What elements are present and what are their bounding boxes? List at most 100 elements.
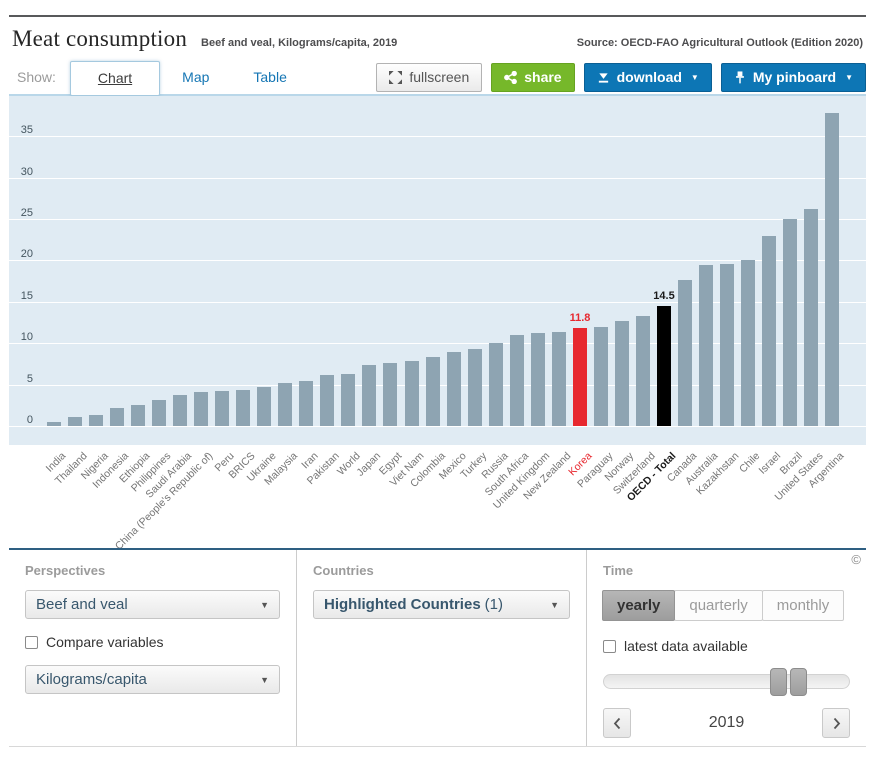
- chevron-down-icon: ▼: [260, 674, 269, 685]
- download-button[interactable]: download ▼: [583, 62, 712, 92]
- countries-select[interactable]: Highlighted Countries (1) ▼: [313, 590, 570, 619]
- tab-chart[interactable]: Chart: [69, 60, 161, 96]
- bar[interactable]: [405, 361, 419, 426]
- frequency-quarterly[interactable]: quarterly: [674, 590, 763, 621]
- gridline: [9, 260, 866, 261]
- tab-map[interactable]: Map: [182, 69, 210, 85]
- chevron-right-icon: [833, 717, 840, 729]
- current-year-label: 2019: [708, 714, 745, 731]
- gridline: [9, 343, 866, 344]
- bar[interactable]: [194, 392, 208, 426]
- bar[interactable]: [236, 390, 250, 426]
- latest-data-checkbox[interactable]: latest data available: [603, 638, 850, 654]
- gridline: [9, 302, 866, 303]
- bar[interactable]: [720, 264, 734, 426]
- bar[interactable]: [573, 328, 587, 426]
- bar[interactable]: [426, 357, 440, 426]
- bar[interactable]: [636, 316, 650, 426]
- x-axis-label: Israel: [756, 450, 784, 477]
- bar[interactable]: [804, 209, 818, 426]
- share-button[interactable]: share: [491, 62, 575, 92]
- filter-panel: © Perspectives Beef and veal ▼ Compare v…: [9, 548, 866, 747]
- bar[interactable]: [615, 321, 629, 426]
- share-icon: [504, 70, 518, 84]
- download-icon: [597, 71, 610, 84]
- bar[interactable]: [152, 400, 166, 426]
- bar[interactable]: [741, 260, 755, 426]
- chevron-down-icon: ▼: [550, 599, 559, 610]
- bar[interactable]: [510, 335, 524, 426]
- bar[interactable]: [341, 374, 355, 426]
- bar[interactable]: [447, 352, 461, 426]
- y-axis-tick: 10: [20, 331, 33, 343]
- fullscreen-icon: [389, 70, 403, 84]
- copyright-mark: ©: [851, 552, 861, 567]
- bar[interactable]: [299, 381, 313, 426]
- bar[interactable]: [762, 236, 776, 426]
- bar[interactable]: [594, 327, 608, 426]
- bar[interactable]: [257, 387, 271, 426]
- fullscreen-button[interactable]: fullscreen: [376, 62, 483, 92]
- countries-heading: Countries: [313, 563, 374, 578]
- bar[interactable]: [489, 343, 503, 426]
- chart-plot-area: 0 5 10 15 20 25 30 35 11.8 14.5: [9, 96, 866, 445]
- next-year-button[interactable]: [822, 708, 850, 738]
- chevron-down-icon: ▼: [690, 72, 699, 82]
- bar[interactable]: [468, 349, 482, 426]
- bar[interactable]: [657, 306, 671, 426]
- chevron-left-icon: [613, 717, 620, 729]
- bar[interactable]: [825, 113, 839, 426]
- bar[interactable]: [531, 333, 545, 426]
- bar[interactable]: [215, 391, 229, 426]
- gridline: [9, 219, 866, 220]
- y-axis-tick: 5: [26, 373, 33, 385]
- y-axis-tick: 0: [26, 414, 33, 426]
- bar[interactable]: [783, 219, 797, 426]
- frequency-toggle: yearly quarterly monthly: [602, 590, 845, 621]
- tab-table[interactable]: Table: [253, 69, 287, 85]
- gridline: [9, 426, 866, 427]
- y-axis-tick: 30: [20, 166, 33, 178]
- bar[interactable]: [68, 417, 82, 426]
- gridline: [9, 178, 866, 179]
- gridline: [9, 136, 866, 137]
- slider-handle-end[interactable]: [790, 668, 807, 696]
- bar[interactable]: [173, 395, 187, 426]
- compare-variables-checkbox[interactable]: Compare variables: [25, 634, 280, 650]
- bar[interactable]: [699, 265, 713, 426]
- bar[interactable]: [383, 363, 397, 426]
- bar[interactable]: [110, 408, 124, 426]
- bar[interactable]: [552, 332, 566, 426]
- checkbox[interactable]: [25, 635, 38, 649]
- bar[interactable]: [131, 405, 145, 426]
- chevron-down-icon: ▼: [260, 599, 269, 610]
- time-section: Time yearly quarterly monthly latest dat…: [587, 550, 866, 746]
- bar[interactable]: [47, 422, 61, 426]
- bar[interactable]: [278, 383, 292, 426]
- frequency-monthly[interactable]: monthly: [761, 590, 845, 621]
- bar[interactable]: [320, 375, 334, 426]
- y-axis-tick: 35: [20, 124, 33, 136]
- chevron-down-icon: ▼: [845, 72, 853, 82]
- top-divider: [9, 15, 866, 17]
- chart-subtitle: Beef and veal, Kilograms/capita, 2019: [201, 37, 398, 49]
- perspectives-section: Perspectives Beef and veal ▼ Compare var…: [9, 550, 297, 746]
- pin-icon: [734, 70, 746, 84]
- time-range-slider[interactable]: [603, 668, 850, 696]
- header: Meat consumption Beef and veal, Kilogram…: [9, 17, 866, 53]
- bar[interactable]: [362, 365, 376, 426]
- previous-year-button[interactable]: [603, 708, 631, 738]
- slider-handle-start[interactable]: [770, 668, 787, 696]
- bar[interactable]: [89, 415, 103, 426]
- pinboard-button[interactable]: My pinboard ▼: [720, 62, 866, 92]
- perspectives-heading: Perspectives: [25, 563, 106, 578]
- bar[interactable]: [678, 280, 692, 426]
- frequency-yearly[interactable]: yearly: [602, 590, 676, 621]
- countries-section: Countries Highlighted Countries (1) ▼: [297, 550, 587, 746]
- page-title: Meat consumption: [12, 26, 188, 51]
- checkbox[interactable]: [603, 639, 616, 653]
- source-note: Source: OECD-FAO Agricultural Outlook (E…: [576, 37, 863, 49]
- variable-select[interactable]: Beef and veal ▼: [25, 590, 280, 619]
- chart-x-axis: India Thailand Nigeria Indonesia Ethiopia Phi…: [9, 445, 866, 552]
- unit-select[interactable]: Kilograms/capita ▼: [25, 665, 280, 694]
